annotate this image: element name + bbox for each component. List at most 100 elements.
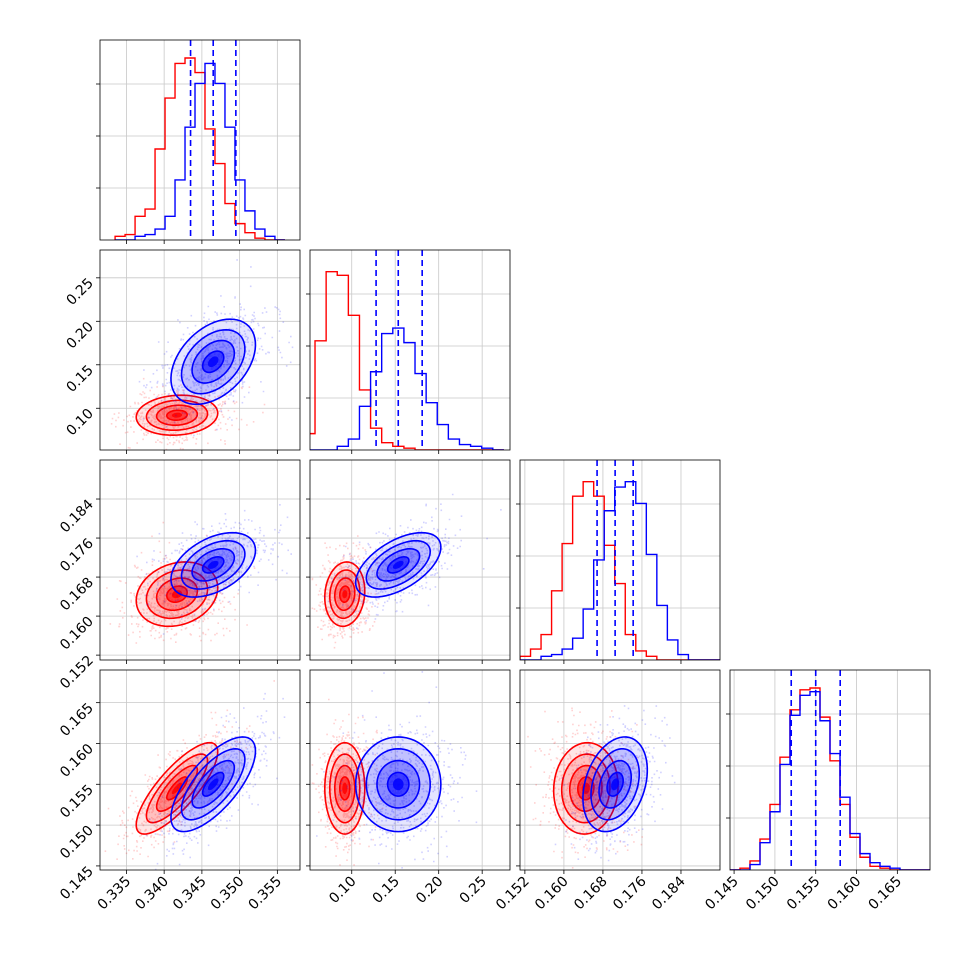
contour-red	[333, 764, 356, 813]
x-tick-label: 0.20	[413, 874, 446, 907]
histogram-red-series	[310, 270, 504, 450]
contour-blue	[386, 771, 410, 797]
contour-blue	[354, 531, 442, 598]
density-red	[342, 590, 348, 599]
hist-panel-3-background	[520, 460, 720, 660]
scatter-panel-3-1-background	[100, 460, 300, 660]
contour-blue	[365, 747, 432, 821]
contour-blue	[582, 736, 649, 833]
contour-blue	[201, 350, 225, 374]
contour-blue	[201, 556, 225, 574]
contour-red	[155, 404, 199, 427]
contour-blue	[606, 771, 624, 797]
scatter-points-blue	[316, 671, 478, 869]
contour-red	[165, 585, 188, 604]
scatter-panel-2-1-marks	[110, 259, 294, 450]
scatter-panel-4-2-background	[310, 670, 510, 870]
y-tick-label: 0.160	[57, 614, 97, 654]
scatter-panel-2-1-frame	[99, 249, 301, 451]
scatter-panel-3-1-marks	[106, 504, 292, 644]
contour-red	[323, 741, 366, 835]
density-blue	[392, 560, 404, 569]
y-tick-label: 0.150	[57, 823, 97, 863]
scatter-points-blue	[323, 493, 502, 629]
scatter-points-blue	[136, 504, 292, 635]
contour-blue	[590, 748, 641, 821]
density-red	[171, 782, 183, 795]
hist-panel-3-frame	[519, 459, 721, 661]
x-tick-label: 0.345	[170, 874, 210, 914]
density-red	[342, 782, 348, 795]
y-tick-label: 0.160	[57, 741, 97, 781]
density-blue	[207, 356, 219, 368]
x-tick-label: 0.25	[457, 874, 490, 907]
scatter-panel-4-2-marks	[311, 671, 478, 869]
y-tick-label: 0.20	[63, 319, 96, 352]
contour-red	[155, 764, 199, 813]
contour-blue	[180, 539, 246, 590]
y-tick-label: 0.15	[63, 362, 96, 395]
contour-red	[135, 394, 219, 437]
hist-panel-2-background	[310, 250, 510, 450]
contour-red	[333, 577, 356, 612]
histogram-red-series	[114, 57, 285, 240]
y-tick-label: 0.168	[57, 575, 97, 615]
contour-red	[165, 409, 188, 422]
x-tick-label: 0.335	[95, 874, 135, 914]
scatter-panel-3-1-frame	[99, 459, 301, 661]
y-tick-label: 0.165	[57, 700, 97, 740]
scatter-panel-4-3-marks	[527, 705, 676, 869]
density-blue	[207, 560, 219, 569]
contour-red	[328, 569, 361, 620]
contour-blue	[170, 736, 257, 833]
hist-panel-1-frame	[99, 39, 301, 241]
scatter-points-blue	[138, 259, 294, 437]
y-tick-label: 0.25	[63, 275, 96, 308]
contour-blue	[376, 547, 421, 582]
scatter-panel-4-1-frame	[99, 669, 301, 871]
density-blue	[207, 778, 219, 791]
scatter-points-red	[110, 377, 266, 450]
y-tick-label: 0.176	[57, 536, 97, 576]
scatter-panel-4-2-frame	[309, 669, 511, 871]
contour-red	[135, 561, 219, 628]
y-tick-label: 0.155	[57, 782, 97, 822]
scatter-panel-3-2-frame	[309, 459, 511, 661]
contour-blue	[365, 539, 432, 590]
hist-panel-1-background	[100, 40, 300, 240]
density-blue	[392, 778, 404, 791]
y-tick-label: 0.10	[63, 406, 96, 439]
contour-red	[145, 399, 209, 432]
contour-blue	[386, 556, 410, 574]
contour-blue	[170, 318, 257, 406]
x-tick-label: 0.145	[702, 874, 742, 914]
hist-panel-4-frame	[729, 669, 931, 871]
histogram-blue-series	[730, 690, 930, 870]
scatter-panel-4-1-marks	[104, 680, 286, 870]
x-tick-label: 0.150	[743, 874, 783, 914]
contour-blue	[191, 547, 236, 582]
contour-red	[552, 741, 619, 835]
y-tick-label: 0.184	[57, 496, 97, 536]
x-tick-label: 0.168	[571, 874, 611, 914]
contour-red	[323, 561, 366, 628]
histogram-blue-series	[520, 480, 720, 660]
y-tick-label: 0.152	[57, 653, 97, 693]
x-tick-label: 0.155	[784, 874, 824, 914]
scatter-panel-4-3-frame	[519, 669, 721, 871]
x-tick-label: 0.165	[866, 874, 906, 914]
x-tick-label: 0.184	[649, 873, 689, 913]
contour-blue	[376, 759, 421, 809]
contour-blue	[191, 759, 236, 809]
scatter-panel-3-2-marks	[310, 493, 502, 649]
x-tick-label: 0.160	[825, 874, 865, 914]
contour-blue	[201, 771, 225, 797]
histogram-blue-series	[115, 62, 285, 240]
x-tick-label: 0.152	[493, 874, 533, 914]
contour-red	[338, 585, 351, 603]
contour-blue	[191, 339, 236, 384]
scatter-points-red	[106, 521, 256, 644]
density-blue	[611, 778, 620, 791]
histogram-blue-series	[310, 327, 504, 450]
scatter-points-red	[310, 535, 386, 649]
